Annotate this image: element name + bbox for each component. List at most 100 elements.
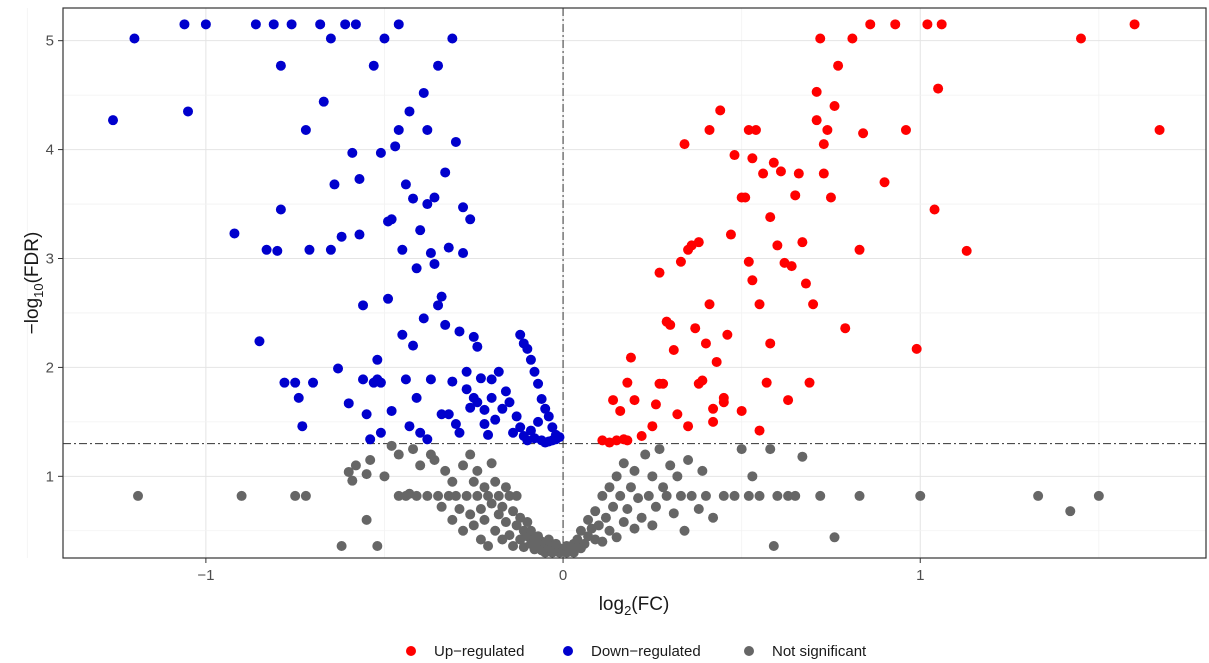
point-not-significant (675, 490, 686, 501)
point-not-significant (915, 490, 926, 501)
point-up-regulated (650, 399, 661, 410)
point-not-significant (290, 490, 301, 501)
point-up-regulated (693, 237, 704, 248)
point-down-regulated (404, 421, 415, 432)
point-up-regulated (847, 33, 858, 44)
point-down-regulated (461, 384, 472, 395)
y-tick-label: 2 (46, 359, 54, 376)
point-not-significant (300, 490, 311, 501)
point-down-regulated (183, 106, 194, 117)
point-up-regulated (793, 168, 804, 179)
point-not-significant (686, 490, 697, 501)
point-not-significant (486, 458, 497, 469)
point-down-regulated (400, 179, 411, 190)
point-not-significant (504, 490, 515, 501)
point-down-regulated (358, 374, 369, 385)
point-down-regulated (540, 403, 551, 414)
point-up-regulated (929, 204, 940, 215)
point-down-regulated (475, 373, 486, 384)
point-down-regulated (422, 199, 433, 210)
point-down-regulated (418, 87, 429, 98)
point-up-regulated (725, 229, 736, 240)
point-down-regulated (300, 124, 311, 135)
point-not-significant (697, 465, 708, 476)
point-up-regulated (704, 299, 715, 310)
point-up-regulated (747, 153, 758, 164)
point-down-regulated (325, 33, 336, 44)
point-not-significant (729, 490, 740, 501)
point-down-regulated (108, 115, 119, 126)
point-down-regulated (268, 19, 279, 30)
point-up-regulated (818, 168, 829, 179)
point-not-significant (747, 471, 758, 482)
point-down-regulated (383, 293, 394, 304)
point-not-significant (754, 490, 765, 501)
point-up-regulated (804, 377, 815, 388)
point-down-regulated (308, 377, 319, 388)
point-not-significant (575, 525, 586, 536)
legend-label-up: Up−regulated (434, 643, 524, 660)
point-not-significant (497, 534, 508, 545)
point-down-regulated (336, 231, 347, 242)
point-down-regulated (375, 147, 386, 158)
point-not-significant (615, 490, 626, 501)
point-down-regulated (350, 19, 361, 30)
y-tick-label: 4 (46, 142, 54, 159)
y-tick-label: 5 (46, 33, 54, 50)
y-axis: 1 2 3 4 5 (46, 33, 63, 485)
point-up-regulated (765, 212, 776, 223)
point-down-regulated (550, 429, 561, 440)
legend-key-down (563, 646, 573, 656)
point-not-significant (515, 512, 526, 523)
legend: Up−regulated Down−regulated Not signific… (406, 643, 867, 660)
point-not-significant (815, 490, 826, 501)
point-not-significant (422, 490, 433, 501)
point-down-regulated (429, 192, 440, 203)
point-not-significant (525, 525, 536, 536)
point-up-regulated (708, 403, 719, 414)
point-up-regulated (936, 19, 947, 30)
point-down-regulated (458, 202, 469, 213)
point-not-significant (393, 490, 404, 501)
point-up-regulated (622, 435, 633, 446)
point-not-significant (765, 444, 776, 455)
point-down-regulated (254, 336, 265, 347)
point-not-significant (654, 444, 665, 455)
point-not-significant (604, 482, 615, 493)
point-not-significant (386, 440, 397, 451)
point-not-significant (336, 541, 347, 552)
point-up-regulated (1154, 124, 1165, 135)
point-down-regulated (518, 338, 529, 349)
point-not-significant (493, 509, 504, 520)
point-down-regulated (468, 331, 479, 342)
point-down-regulated (275, 60, 286, 71)
point-up-regulated (743, 124, 754, 135)
point-not-significant (475, 534, 486, 545)
point-not-significant (361, 469, 372, 480)
point-up-regulated (754, 299, 765, 310)
point-not-significant (854, 490, 865, 501)
point-up-regulated (790, 190, 801, 201)
point-down-regulated (343, 398, 354, 409)
point-not-significant (611, 471, 622, 482)
point-down-regulated (368, 60, 379, 71)
point-not-significant (700, 490, 711, 501)
point-down-regulated (447, 33, 458, 44)
point-up-regulated (743, 256, 754, 267)
point-down-regulated (229, 228, 240, 239)
point-not-significant (483, 490, 494, 501)
point-not-significant (593, 520, 604, 531)
point-down-regulated (408, 193, 419, 204)
point-down-regulated (393, 19, 404, 30)
point-down-regulated (354, 229, 365, 240)
point-down-regulated (440, 319, 451, 330)
panel-border (62, 7, 1207, 559)
point-not-significant (629, 465, 640, 476)
x-tick-label: −1 (197, 567, 214, 584)
point-not-significant (500, 517, 511, 528)
point-up-regulated (865, 19, 876, 30)
point-down-regulated (411, 392, 422, 403)
point-down-regulated (450, 419, 461, 430)
point-down-regulated (504, 397, 515, 408)
point-not-significant (683, 454, 694, 465)
